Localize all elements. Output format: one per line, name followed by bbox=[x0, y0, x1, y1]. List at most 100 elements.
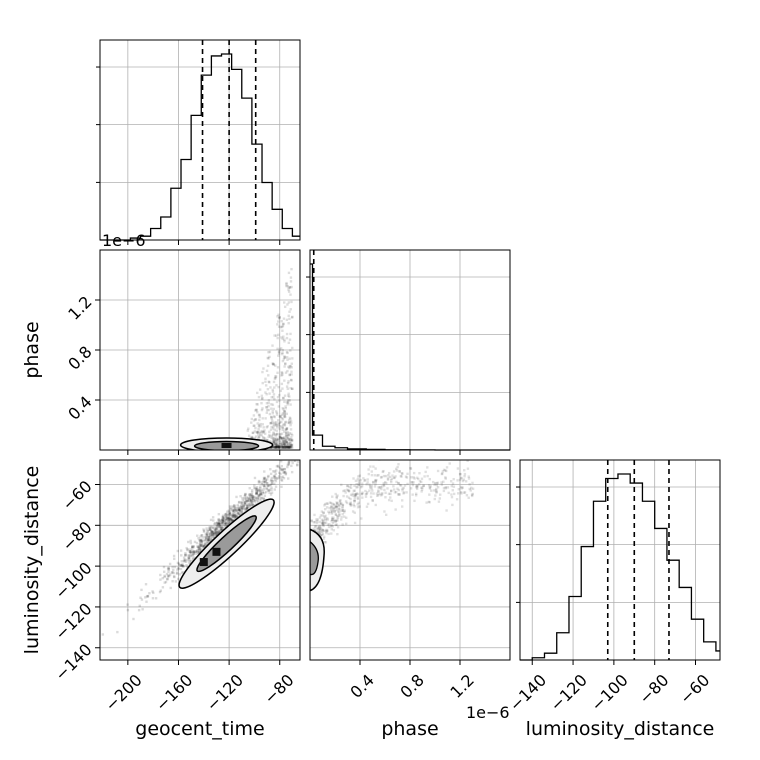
scatter-point bbox=[285, 444, 288, 447]
scatter-point bbox=[390, 477, 394, 480]
scatter-point bbox=[263, 480, 266, 484]
scatter-point bbox=[445, 509, 448, 512]
scatter-point bbox=[232, 509, 236, 512]
scatter-panel-phase-luminosity_distance bbox=[309, 459, 511, 661]
scatter-point bbox=[229, 508, 232, 511]
scatter-point bbox=[289, 403, 292, 406]
scatter-point bbox=[272, 395, 275, 399]
scatter-point bbox=[431, 480, 435, 484]
scatter-point bbox=[287, 365, 290, 369]
scatter-point bbox=[217, 530, 220, 534]
histogram-step bbox=[520, 473, 720, 661]
scatter-point bbox=[444, 469, 447, 472]
scatter-point bbox=[275, 465, 279, 468]
scatter-point bbox=[271, 437, 275, 440]
scatter-point bbox=[223, 525, 226, 528]
scatter-point bbox=[274, 485, 278, 488]
scatter-point bbox=[257, 489, 260, 492]
x-tick-label: −120 bbox=[546, 670, 591, 715]
scatter-point bbox=[459, 472, 462, 476]
scatter-point bbox=[374, 478, 377, 482]
scatter-point bbox=[280, 467, 283, 471]
scatter-point bbox=[274, 442, 277, 445]
scatter-point bbox=[276, 445, 279, 449]
scatter-point bbox=[316, 526, 320, 529]
scatter-point bbox=[231, 508, 235, 512]
scatter-point bbox=[276, 446, 279, 449]
scatter-point bbox=[427, 484, 431, 487]
scatter-point bbox=[280, 445, 283, 448]
scatter-point bbox=[374, 480, 377, 483]
scatter-point bbox=[288, 420, 291, 424]
x-tick-label: −140 bbox=[506, 670, 551, 715]
scatter-point bbox=[339, 499, 342, 502]
scatter-point bbox=[227, 522, 230, 525]
scatter-point bbox=[243, 494, 247, 498]
scatter-point bbox=[266, 425, 269, 428]
scatter-point bbox=[428, 486, 432, 489]
scatter-point bbox=[226, 517, 229, 520]
scatter-point bbox=[161, 586, 165, 589]
scatter-point bbox=[263, 470, 266, 473]
scatter-point bbox=[352, 477, 355, 480]
scatter-point bbox=[235, 509, 238, 512]
scatter-point bbox=[203, 535, 207, 539]
scatter-point bbox=[231, 519, 234, 522]
scatter-point bbox=[323, 535, 326, 538]
scatter-point bbox=[290, 460, 294, 463]
scatter-point bbox=[319, 526, 323, 529]
scatter-point bbox=[286, 446, 289, 449]
scatter-point bbox=[242, 500, 246, 503]
scatter-point bbox=[382, 483, 385, 487]
scatter-point bbox=[296, 463, 299, 466]
scatter-point bbox=[272, 393, 276, 396]
scatter-point bbox=[273, 421, 276, 424]
scatter-point bbox=[275, 423, 278, 427]
scatter-point bbox=[320, 530, 324, 534]
scatter-point bbox=[290, 446, 293, 449]
hist-panel-geocent_time bbox=[96, 39, 301, 241]
scatter-point bbox=[267, 489, 271, 492]
scatter-point bbox=[365, 483, 368, 486]
scatter-point bbox=[278, 446, 282, 449]
scatter-point bbox=[280, 478, 283, 481]
scatter-point bbox=[249, 493, 252, 496]
scatter-point bbox=[288, 310, 291, 313]
scatter-point bbox=[321, 532, 325, 536]
scatter-point bbox=[287, 433, 290, 436]
scatter-point bbox=[361, 491, 364, 494]
scatter-point bbox=[191, 545, 194, 548]
scatter-point bbox=[231, 513, 234, 517]
scatter-point bbox=[281, 351, 284, 354]
scatter-point bbox=[166, 577, 169, 581]
scatter-point bbox=[267, 474, 270, 478]
scatter-point bbox=[384, 480, 387, 484]
scatter-point bbox=[287, 288, 290, 292]
scatter-point bbox=[281, 387, 284, 390]
scatter-point bbox=[188, 559, 192, 563]
scatter-point bbox=[273, 415, 276, 419]
scatter-point bbox=[435, 491, 438, 494]
scatter-point bbox=[268, 433, 271, 437]
scatter-point bbox=[158, 590, 162, 594]
scatter-point bbox=[422, 484, 425, 488]
scatter-point bbox=[334, 505, 338, 508]
scatter-point bbox=[242, 503, 245, 507]
scatter-point bbox=[283, 442, 286, 446]
scatter-point bbox=[432, 489, 436, 492]
scatter-point bbox=[277, 352, 281, 355]
scatter-point bbox=[346, 484, 350, 488]
scatter-point bbox=[251, 503, 255, 507]
scatter-point bbox=[289, 378, 293, 382]
scatter-point bbox=[251, 436, 255, 440]
scatter-point bbox=[151, 597, 155, 600]
scatter-point bbox=[270, 446, 274, 449]
scatter-point bbox=[277, 422, 280, 425]
scatter-point bbox=[267, 404, 270, 408]
scatter-point bbox=[261, 370, 264, 374]
scatter-point bbox=[394, 475, 397, 478]
scatter-point bbox=[322, 511, 325, 514]
scatter-point bbox=[258, 415, 262, 419]
scatter-point bbox=[280, 336, 283, 339]
scatter-point bbox=[335, 501, 338, 504]
